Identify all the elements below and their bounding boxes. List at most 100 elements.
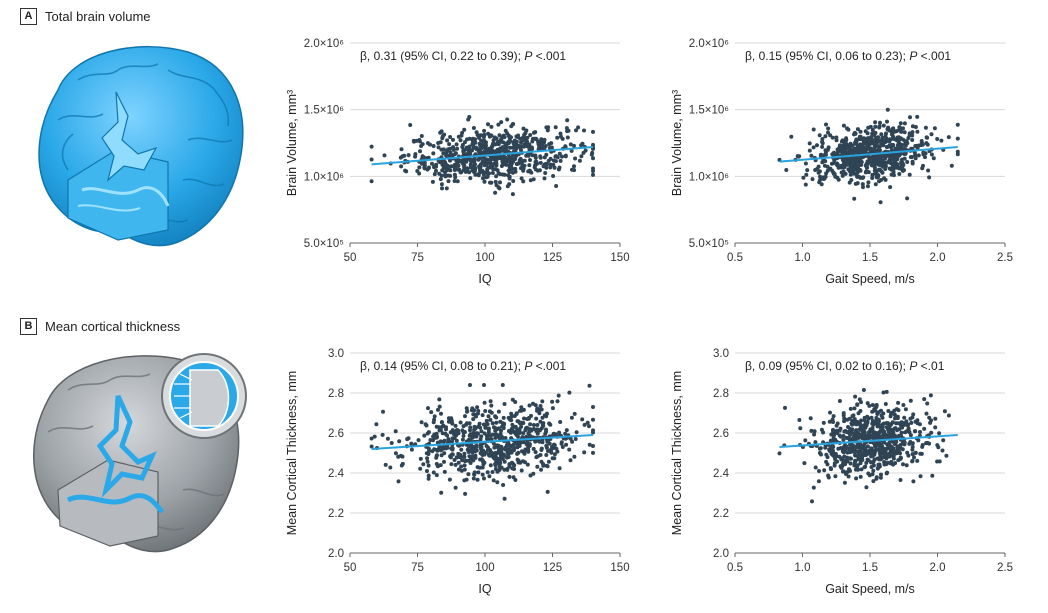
data-point: [874, 415, 879, 420]
data-point: [468, 428, 472, 433]
data-point: [443, 431, 448, 436]
data-point: [548, 162, 553, 167]
data-point: [466, 450, 471, 454]
data-point: [476, 411, 480, 416]
data-point: [876, 173, 881, 178]
data-point: [436, 407, 440, 412]
data-point: [823, 445, 828, 450]
data-point: [918, 474, 923, 479]
data-point: [501, 426, 506, 431]
data-point: [482, 476, 486, 481]
data-point: [422, 433, 427, 438]
data-point: [908, 440, 913, 444]
data-point: [502, 467, 507, 472]
data-point: [485, 433, 490, 438]
data-point: [545, 464, 550, 469]
data-point: [841, 123, 846, 128]
data-point: [456, 460, 461, 465]
data-point: [897, 125, 902, 130]
data-point: [831, 170, 836, 175]
data-point: [861, 185, 865, 190]
data-point: [483, 425, 488, 430]
data-point: [804, 172, 809, 177]
data-point: [902, 422, 907, 427]
data-point: [839, 170, 844, 175]
data-point: [542, 176, 547, 181]
data-point: [537, 144, 542, 149]
data-point: [864, 485, 869, 490]
data-point: [909, 420, 914, 425]
data-point: [468, 176, 473, 181]
data-point: [396, 454, 401, 459]
data-point: [472, 163, 477, 168]
data-point: [568, 142, 573, 147]
data-point: [525, 462, 530, 467]
data-point: [563, 153, 568, 158]
data-point: [840, 147, 845, 152]
data-point: [929, 132, 934, 137]
data-point: [888, 185, 893, 190]
data-point: [873, 120, 878, 125]
data-point: [816, 170, 821, 175]
data-point: [539, 467, 543, 472]
data-point: [369, 444, 374, 449]
data-point: [519, 140, 523, 145]
data-point: [826, 126, 831, 131]
data-point: [818, 174, 822, 179]
data-point: [885, 127, 890, 132]
data-point: [903, 407, 908, 412]
data-point: [488, 463, 493, 468]
data-point: [870, 409, 875, 414]
data-point: [852, 406, 857, 411]
data-point: [855, 174, 860, 179]
data-point: [899, 430, 904, 435]
data-point: [465, 145, 470, 150]
data-point: [865, 444, 870, 449]
data-point: [454, 455, 459, 460]
data-point: [928, 393, 933, 398]
data-point: [893, 129, 897, 134]
data-point: [933, 416, 938, 421]
data-point: [869, 433, 874, 438]
data-point: [369, 157, 374, 162]
data-point: [881, 429, 886, 434]
data-point: [506, 149, 511, 154]
data-point: [912, 455, 916, 460]
data-point: [570, 439, 575, 444]
data-point: [489, 403, 494, 408]
data-point: [824, 459, 829, 464]
data-point: [452, 165, 457, 170]
data-point: [859, 160, 864, 164]
data-point: [478, 150, 483, 155]
data-point: [812, 432, 817, 437]
data-point: [894, 439, 899, 444]
y-tick-label: 3.0: [713, 348, 729, 360]
data-point: [532, 130, 536, 135]
data-point: [533, 136, 538, 141]
data-point: [869, 460, 873, 465]
data-point: [474, 434, 479, 439]
data-point: [505, 117, 510, 122]
data-point: [582, 422, 587, 427]
data-point: [498, 456, 503, 460]
y-tick-label: 2.4: [713, 468, 730, 480]
data-point: [587, 383, 592, 388]
data-point: [825, 168, 830, 173]
data-point: [451, 145, 456, 150]
data-point: [486, 131, 491, 136]
regression-annotation: β, 0.31 (95% CI, 0.22 to 0.39); P <.001: [360, 49, 566, 63]
data-point: [925, 401, 930, 406]
data-point: [550, 406, 555, 411]
data-point: [547, 146, 552, 150]
data-point: [451, 432, 456, 437]
data-point: [481, 459, 486, 464]
data-point: [880, 140, 885, 145]
data-point: [475, 477, 480, 482]
data-point: [883, 164, 888, 169]
data-point: [925, 135, 930, 140]
data-point: [528, 427, 533, 432]
data-point: [567, 447, 572, 452]
data-point: [482, 383, 486, 387]
data-point: [516, 161, 521, 166]
x-axis-label: Gait Speed, m/s: [825, 582, 915, 596]
